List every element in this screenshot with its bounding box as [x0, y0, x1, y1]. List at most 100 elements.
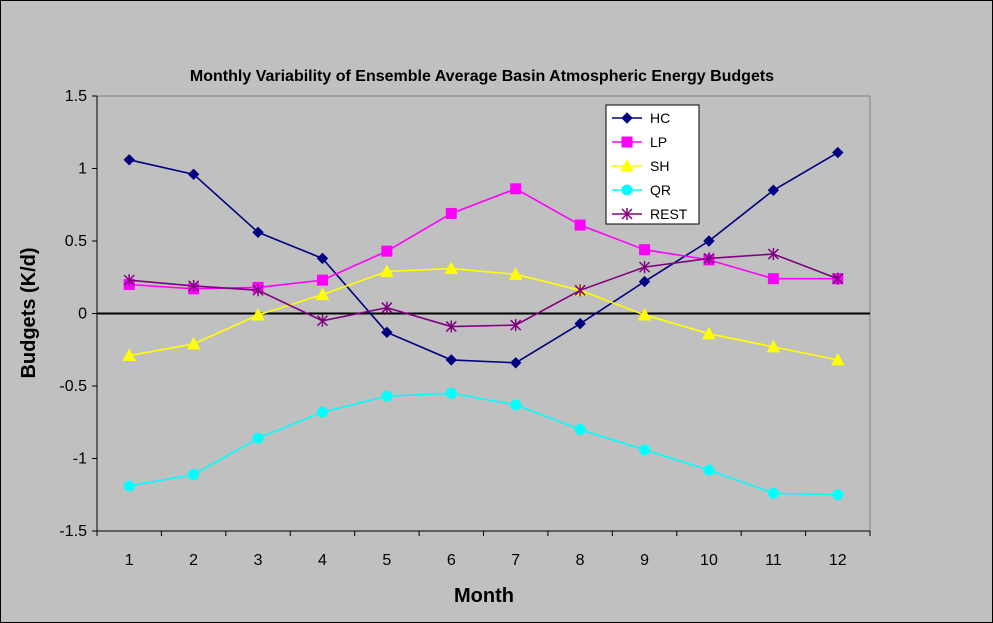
data-point-sh	[444, 261, 459, 275]
x-tick-label: 10	[700, 552, 718, 569]
data-point-hc	[381, 326, 393, 339]
legend-label-sh: SH	[650, 158, 669, 174]
y-tick-label: -1	[73, 451, 87, 468]
series-line-qr	[129, 392, 838, 496]
data-point-lp	[445, 207, 457, 219]
legend-item-sh: SH	[612, 158, 669, 174]
data-point-sh	[186, 336, 201, 350]
x-tick-label: 7	[511, 552, 520, 569]
legend-item-lp: LP	[612, 134, 667, 150]
data-point-qr	[767, 487, 779, 499]
data-point-sh	[315, 287, 330, 301]
data-point-hc	[703, 235, 715, 247]
series-line-lp	[129, 187, 838, 290]
chart-title: Monthly Variability of Ensemble Average …	[190, 68, 774, 85]
x-tick-label: 2	[189, 552, 198, 569]
series-hc	[123, 146, 844, 369]
legend-item-hc: HC	[612, 110, 670, 126]
data-point-hc	[316, 252, 329, 265]
data-point-hc	[510, 357, 522, 369]
data-point-rest	[639, 261, 651, 274]
data-point-sh	[702, 326, 716, 340]
data-point-hc	[252, 226, 264, 239]
legend-marker-rest	[621, 208, 633, 220]
data-point-rest	[703, 252, 715, 265]
data-point-qr	[445, 387, 457, 399]
y-tick-label: 1	[78, 161, 87, 178]
data-point-sh	[830, 352, 845, 366]
x-tick-label: 11	[765, 552, 782, 569]
series-sh	[122, 261, 845, 366]
legend-label-rest: REST	[650, 206, 688, 222]
data-point-qr	[574, 424, 586, 435]
series-qr	[123, 387, 844, 501]
data-point-rest	[252, 284, 264, 297]
data-point-sh	[380, 264, 394, 277]
x-tick-label: 9	[640, 552, 649, 569]
y-tick-label: 1.5	[65, 88, 87, 105]
x-tick-label: 1	[125, 552, 134, 569]
x-tick-label: 3	[254, 552, 263, 569]
data-point-qr	[510, 399, 522, 411]
x-axis: 1 2 3 4 5 6 7 8 9 10 11 12	[96, 530, 871, 569]
data-point-sh	[251, 307, 265, 321]
legend-marker-qr	[621, 184, 633, 196]
data-point-hc	[832, 146, 844, 159]
legend-marker-hc	[621, 112, 633, 124]
data-point-rest	[767, 248, 779, 261]
legend-box	[605, 104, 700, 225]
legend: HC LP SH QR REST	[605, 104, 700, 225]
data-point-lp	[574, 219, 586, 231]
x-axis-title: Month	[454, 585, 514, 607]
data-point-rest	[510, 319, 522, 332]
data-point-hc	[574, 317, 586, 330]
data-point-lp	[767, 273, 779, 285]
data-point-hc	[638, 275, 651, 288]
data-point-qr	[123, 480, 135, 492]
data-point-qr	[381, 390, 393, 402]
x-tick-label: 5	[382, 552, 391, 569]
data-point-hc	[187, 168, 200, 181]
data-point-lp	[510, 183, 522, 195]
data-point-rest	[188, 279, 200, 292]
data-point-lp	[381, 245, 393, 257]
series-line-hc	[129, 151, 839, 364]
legend-label-hc: HC	[650, 110, 670, 126]
legend-marker-sh	[620, 158, 634, 172]
x-tick-label: 8	[576, 552, 585, 569]
x-tick-label: 6	[447, 552, 456, 569]
data-point-rest	[316, 314, 328, 327]
data-point-rest	[832, 272, 844, 285]
data-point-rest	[574, 284, 586, 297]
legend-label-qr: QR	[650, 182, 671, 198]
legend-marker-lp	[621, 136, 633, 148]
x-tick-label: 4	[318, 552, 327, 569]
data-point-rest	[445, 320, 457, 333]
data-point-qr	[188, 468, 200, 480]
legend-item-qr: QR	[612, 182, 671, 198]
y-tick-label: -1.5	[59, 523, 87, 540]
data-point-lp	[639, 244, 651, 256]
data-point-sh	[637, 307, 652, 321]
data-point-qr	[639, 444, 651, 456]
series-rest	[123, 248, 844, 333]
series-line-rest	[129, 253, 839, 328]
y-axis-title: Budgets (K/d)	[18, 247, 40, 378]
data-point-rest	[381, 301, 393, 314]
data-point-qr	[316, 406, 328, 418]
data-point-hc	[767, 184, 780, 196]
y-tick-label: 0	[78, 306, 87, 323]
series-layer	[122, 146, 845, 501]
legend-item-rest: REST	[612, 206, 688, 222]
data-point-qr	[252, 432, 264, 444]
data-point-qr	[703, 464, 715, 476]
data-point-sh	[122, 348, 137, 362]
x-tick-label: 12	[829, 552, 847, 569]
data-point-sh	[766, 339, 781, 353]
data-point-lp	[316, 274, 328, 286]
data-point-rest	[123, 274, 135, 287]
y-tick-label: 0.5	[65, 233, 87, 250]
data-point-hc	[123, 154, 135, 166]
